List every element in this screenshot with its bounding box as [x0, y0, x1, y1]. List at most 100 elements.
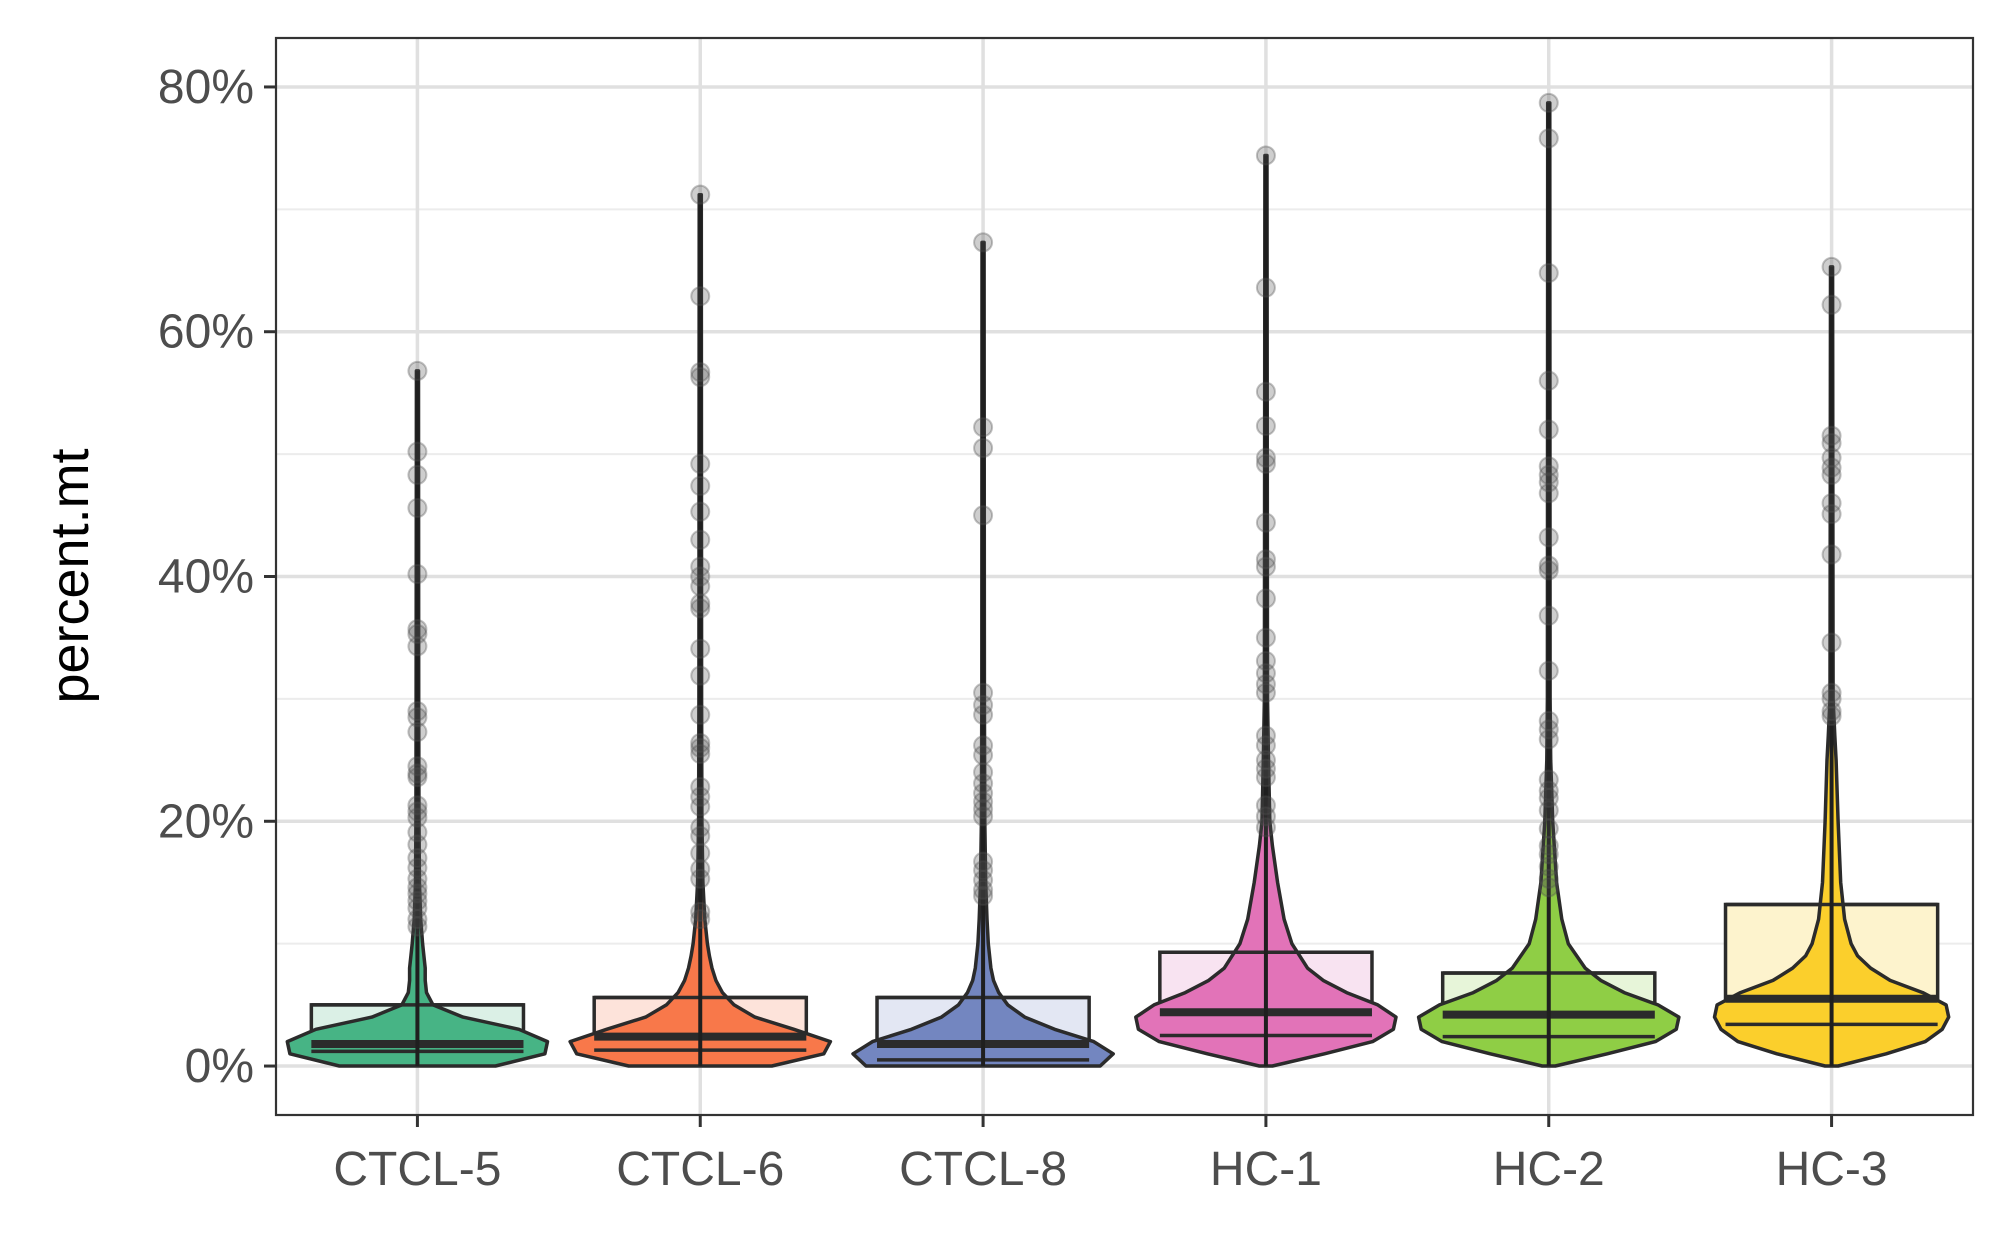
y-tick-label-2: 40% — [158, 551, 254, 604]
outlier-point-hc-2-24 — [1538, 856, 1559, 877]
outlier-point-ctcl-5-3 — [407, 497, 428, 518]
x-tick-label-5: HC-3 — [1776, 1143, 1888, 1196]
outlier-point-ctcl-6-21 — [690, 796, 711, 817]
outlier-point-ctcl-6-0 — [690, 184, 711, 205]
outlier-point-hc-2-23 — [1538, 844, 1559, 865]
outlier-point-hc-1-10 — [1255, 627, 1276, 648]
outlier-point-hc-1-2 — [1255, 381, 1276, 402]
outlier-point-hc-3-9 — [1821, 544, 1842, 565]
outlier-point-ctcl-5-4 — [407, 564, 428, 585]
outlier-point-ctcl-6-23 — [690, 825, 711, 846]
outlier-point-ctcl-6-4 — [690, 453, 711, 474]
outlier-point-hc-3-2 — [1821, 425, 1842, 446]
outlier-point-ctcl-6-24 — [690, 843, 711, 864]
outlier-point-hc-1-17 — [1255, 750, 1276, 771]
outlier-point-ctcl-6-18 — [690, 743, 711, 764]
outlier-point-ctcl-8-18 — [973, 879, 994, 900]
outlier-point-ctcl-5-26 — [407, 909, 428, 930]
outlier-point-ctcl-5-21 — [407, 868, 428, 889]
outlier-point-hc-2-14 — [1538, 710, 1559, 731]
outlier-point-ctcl-5-17 — [407, 822, 428, 843]
outlier-point-ctcl-5-22 — [407, 877, 428, 898]
outlier-point-hc-2-26 — [1538, 877, 1559, 898]
outlier-point-ctcl-8-6 — [973, 704, 994, 725]
whiskers — [415, 102, 1834, 1067]
outlier-point-ctcl-6-3 — [690, 367, 711, 388]
outlier-point-ctcl-5-10 — [407, 721, 428, 742]
outlier-point-hc-2-20 — [1538, 800, 1559, 821]
outlier-point-hc-1-22 — [1255, 817, 1276, 838]
outlier-point-ctcl-6-17 — [690, 737, 711, 758]
outlier-point-ctcl-5-25 — [407, 898, 428, 919]
outlier-point-ctcl-6-19 — [690, 777, 711, 798]
outlier-point-hc-1-4 — [1255, 447, 1276, 468]
outlier-point-hc-3-12 — [1821, 688, 1842, 709]
outlier-point-ctcl-8-15 — [973, 851, 994, 872]
outlier-point-hc-2-2 — [1538, 262, 1559, 283]
outlier-point-hc-3-13 — [1821, 701, 1842, 722]
outlier-point-ctcl-6-15 — [690, 704, 711, 725]
outlier-point-hc-2-11 — [1538, 560, 1559, 581]
outlier-point-hc-3-3 — [1821, 433, 1842, 454]
outlier-point-hc-1-19 — [1255, 767, 1276, 788]
outlier-point-hc-2-10 — [1538, 555, 1559, 576]
outlier-point-ctcl-5-24 — [407, 890, 428, 911]
outlier-point-ctcl-5-9 — [407, 707, 428, 728]
outlier-point-hc-3-6 — [1821, 464, 1842, 485]
outlier-point-hc-1-20 — [1255, 795, 1276, 816]
outlier-point-ctcl-5-11 — [407, 756, 428, 777]
outlier-point-hc-2-25 — [1538, 868, 1559, 889]
outlier-point-hc-3-8 — [1821, 504, 1842, 525]
outlier-point-hc-1-1 — [1255, 277, 1276, 298]
outlier-point-ctcl-6-1 — [690, 286, 711, 307]
outlier-point-ctcl-5-5 — [407, 619, 428, 640]
outlier-point-ctcl-8-7 — [973, 735, 994, 756]
outlier-point-ctcl-5-14 — [407, 795, 428, 816]
x-tick-label-0: CTCL-5 — [333, 1143, 501, 1196]
outlier-point-hc-2-8 — [1538, 483, 1559, 504]
outlier-point-ctcl-8-13 — [973, 799, 994, 820]
outlier-point-hc-1-18 — [1255, 758, 1276, 779]
outlier-point-hc-3-0 — [1821, 256, 1842, 277]
outlier-point-hc-1-16 — [1255, 735, 1276, 756]
x-tick-label-4: HC-2 — [1493, 1143, 1605, 1196]
outlier-point-ctcl-5-23 — [407, 883, 428, 904]
outlier-point-ctcl-5-18 — [407, 834, 428, 855]
outlier-point-hc-3-7 — [1821, 493, 1842, 514]
outlier-point-ctcl-6-7 — [690, 529, 711, 550]
outlier-point-hc-2-0 — [1538, 92, 1559, 113]
outlier-point-hc-2-13 — [1538, 660, 1559, 681]
outlier-point-hc-2-21 — [1538, 818, 1559, 839]
outlier-point-ctcl-8-19 — [973, 885, 994, 906]
outlier-point-ctcl-8-3 — [973, 505, 994, 526]
outlier-point-hc-3-14 — [1821, 706, 1842, 727]
outlier-point-hc-2-7 — [1538, 472, 1559, 493]
outlier-point-ctcl-5-12 — [407, 763, 428, 784]
outlier-point-ctcl-8-4 — [973, 682, 994, 703]
outlier-point-hc-1-0 — [1255, 145, 1276, 166]
outlier-point-hc-1-11 — [1255, 650, 1276, 671]
outlier-point-ctcl-6-16 — [690, 732, 711, 753]
outlier-point-hc-1-8 — [1255, 556, 1276, 577]
outlier-point-ctcl-8-9 — [973, 762, 994, 783]
outlier-point-ctcl-6-11 — [690, 593, 711, 614]
outlier-point-ctcl-8-12 — [973, 791, 994, 812]
outlier-point-ctcl-5-8 — [407, 701, 428, 722]
outlier-point-ctcl-6-12 — [690, 598, 711, 619]
y-tick-label-1: 20% — [158, 795, 254, 848]
outlier-point-ctcl-8-10 — [973, 773, 994, 794]
outlier-point-hc-3-1 — [1821, 294, 1842, 315]
outlier-point-hc-2-6 — [1538, 464, 1559, 485]
outlier-point-ctcl-6-20 — [690, 786, 711, 807]
outlier-point-ctcl-6-6 — [690, 501, 711, 522]
outlier-point-ctcl-6-2 — [690, 362, 711, 383]
outlier-point-hc-1-5 — [1255, 453, 1276, 474]
outlier-point-hc-2-12 — [1538, 605, 1559, 626]
outlier-point-ctcl-5-6 — [407, 624, 428, 645]
outlier-point-ctcl-8-11 — [973, 783, 994, 804]
outlier-point-hc-2-16 — [1538, 729, 1559, 750]
outlier-point-ctcl-6-8 — [690, 556, 711, 577]
outlier-point-hc-2-5 — [1538, 456, 1559, 477]
